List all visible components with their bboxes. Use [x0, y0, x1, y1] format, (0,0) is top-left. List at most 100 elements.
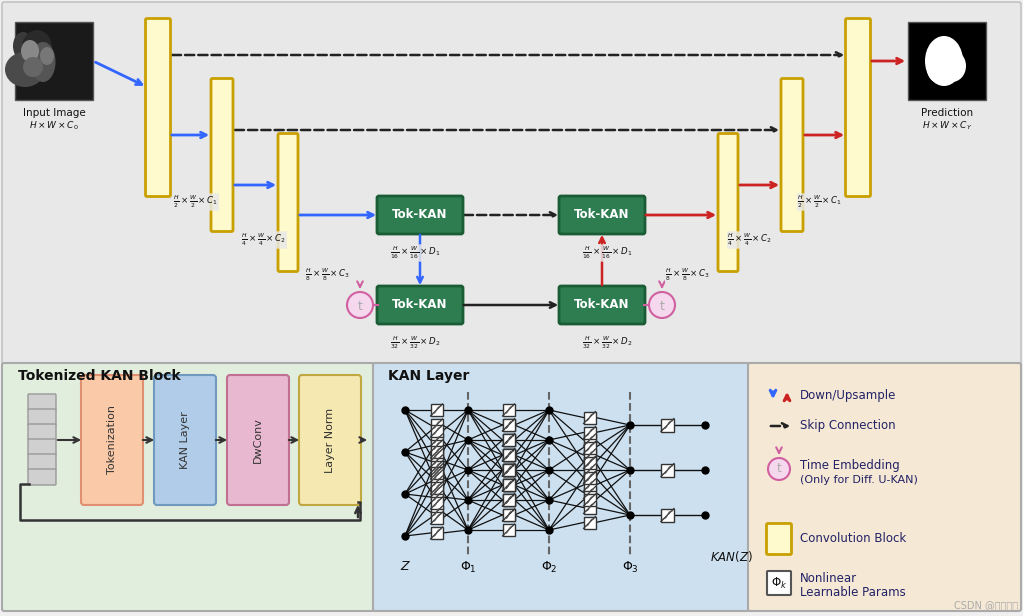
FancyBboxPatch shape [28, 439, 56, 455]
Ellipse shape [23, 30, 52, 65]
Bar [431, 464, 443, 476]
Bar [502, 419, 515, 431]
Bar [431, 512, 443, 524]
FancyBboxPatch shape [377, 196, 463, 234]
Text: $\Phi_3$: $\Phi_3$ [622, 560, 638, 575]
Bar [431, 404, 443, 416]
Bar [661, 418, 674, 431]
Bar [431, 497, 443, 509]
Ellipse shape [927, 55, 951, 83]
FancyBboxPatch shape [781, 78, 803, 232]
Ellipse shape [23, 57, 43, 77]
FancyBboxPatch shape [559, 286, 644, 324]
FancyBboxPatch shape [2, 363, 374, 611]
Bar [583, 426, 595, 439]
Text: Prediction: Prediction [921, 108, 973, 118]
Text: Nonlinear: Nonlinear [800, 572, 857, 585]
Text: $\frac{H}{8}\times\frac{W}{8}\times C_3$: $\frac{H}{8}\times\frac{W}{8}\times C_3$ [665, 267, 711, 283]
Ellipse shape [928, 37, 960, 75]
Circle shape [347, 292, 373, 318]
Ellipse shape [31, 42, 55, 82]
Text: CSDN @蓝海渔夫: CSDN @蓝海渔夫 [953, 600, 1018, 610]
Text: Tok-KAN: Tok-KAN [574, 208, 630, 222]
Circle shape [768, 458, 790, 480]
FancyBboxPatch shape [154, 375, 216, 505]
Circle shape [649, 292, 675, 318]
Ellipse shape [40, 47, 54, 65]
Bar [431, 449, 443, 461]
Text: Convolution Block: Convolution Block [800, 532, 906, 546]
Bar [15, 22, 93, 100]
Bar [502, 464, 515, 476]
Text: $\frac{H}{32}\times\frac{W}{32}\times D_2$: $\frac{H}{32}\times\frac{W}{32}\times D_… [390, 334, 440, 351]
Text: DwConv: DwConv [253, 417, 263, 463]
FancyBboxPatch shape [559, 196, 644, 234]
Text: $\Phi_1$: $\Phi_1$ [459, 560, 477, 575]
Text: $\frac{H}{16}\times\frac{W}{16}\times D_1$: $\frac{H}{16}\times\frac{W}{16}\times D_… [582, 245, 632, 261]
Text: Tokenized KAN Block: Tokenized KAN Block [18, 369, 181, 383]
Bar [502, 479, 515, 491]
Text: $H\times W\times C_Y$: $H\times W\times C_Y$ [922, 119, 972, 131]
Bar [502, 494, 515, 506]
Bar [502, 464, 515, 476]
Bar [502, 494, 515, 506]
Bar [502, 449, 515, 461]
Bar [502, 434, 515, 446]
Text: t: t [776, 463, 782, 476]
Text: $\Phi_k$: $\Phi_k$ [770, 575, 788, 591]
Bar [431, 425, 443, 437]
Bar [908, 22, 986, 100]
Text: (Only for Diff. U-KAN): (Only for Diff. U-KAN) [800, 475, 918, 485]
Text: Tok-KAN: Tok-KAN [392, 299, 448, 312]
Bar [502, 449, 515, 461]
Bar [583, 434, 595, 446]
FancyBboxPatch shape [278, 134, 298, 272]
Bar [583, 464, 595, 476]
Bar [431, 527, 443, 539]
Text: Layer Norm: Layer Norm [325, 407, 335, 472]
Bar [502, 404, 515, 416]
FancyBboxPatch shape [748, 363, 1021, 611]
Bar [431, 482, 443, 494]
Bar [502, 509, 515, 521]
Bar [431, 470, 443, 482]
Bar [431, 467, 443, 479]
Bar [431, 446, 443, 458]
Bar [583, 471, 595, 484]
Bar [502, 464, 515, 476]
Bar [502, 449, 515, 461]
Ellipse shape [925, 36, 963, 86]
FancyBboxPatch shape [845, 18, 871, 197]
FancyBboxPatch shape [145, 18, 171, 197]
Bar [583, 411, 595, 424]
Bar [583, 494, 595, 506]
Ellipse shape [13, 32, 33, 60]
Text: Tok-KAN: Tok-KAN [574, 299, 630, 312]
Bar [431, 485, 443, 497]
Bar [583, 479, 595, 491]
Bar [431, 455, 443, 467]
FancyBboxPatch shape [28, 424, 56, 440]
Bar [502, 509, 515, 521]
Text: Skip Connection: Skip Connection [800, 419, 895, 432]
Text: t: t [660, 299, 664, 312]
FancyBboxPatch shape [377, 286, 463, 324]
Bar [431, 434, 443, 446]
Bar [661, 508, 674, 522]
Text: $\Phi_2$: $\Phi_2$ [541, 560, 558, 575]
Bar [431, 440, 443, 452]
Text: $KAN(Z)$: $KAN(Z)$ [710, 548, 753, 564]
FancyBboxPatch shape [373, 363, 749, 611]
FancyBboxPatch shape [28, 469, 56, 485]
Bar [583, 471, 595, 484]
Text: $H\times W\times C_0$: $H\times W\times C_0$ [30, 119, 79, 131]
Ellipse shape [5, 52, 45, 87]
FancyBboxPatch shape [766, 524, 792, 554]
Text: Tok-KAN: Tok-KAN [392, 208, 448, 222]
Bar [431, 506, 443, 518]
Bar [502, 434, 515, 446]
Bar [583, 456, 595, 469]
Bar [502, 449, 515, 461]
Text: Z: Z [401, 560, 409, 573]
Bar [431, 491, 443, 503]
